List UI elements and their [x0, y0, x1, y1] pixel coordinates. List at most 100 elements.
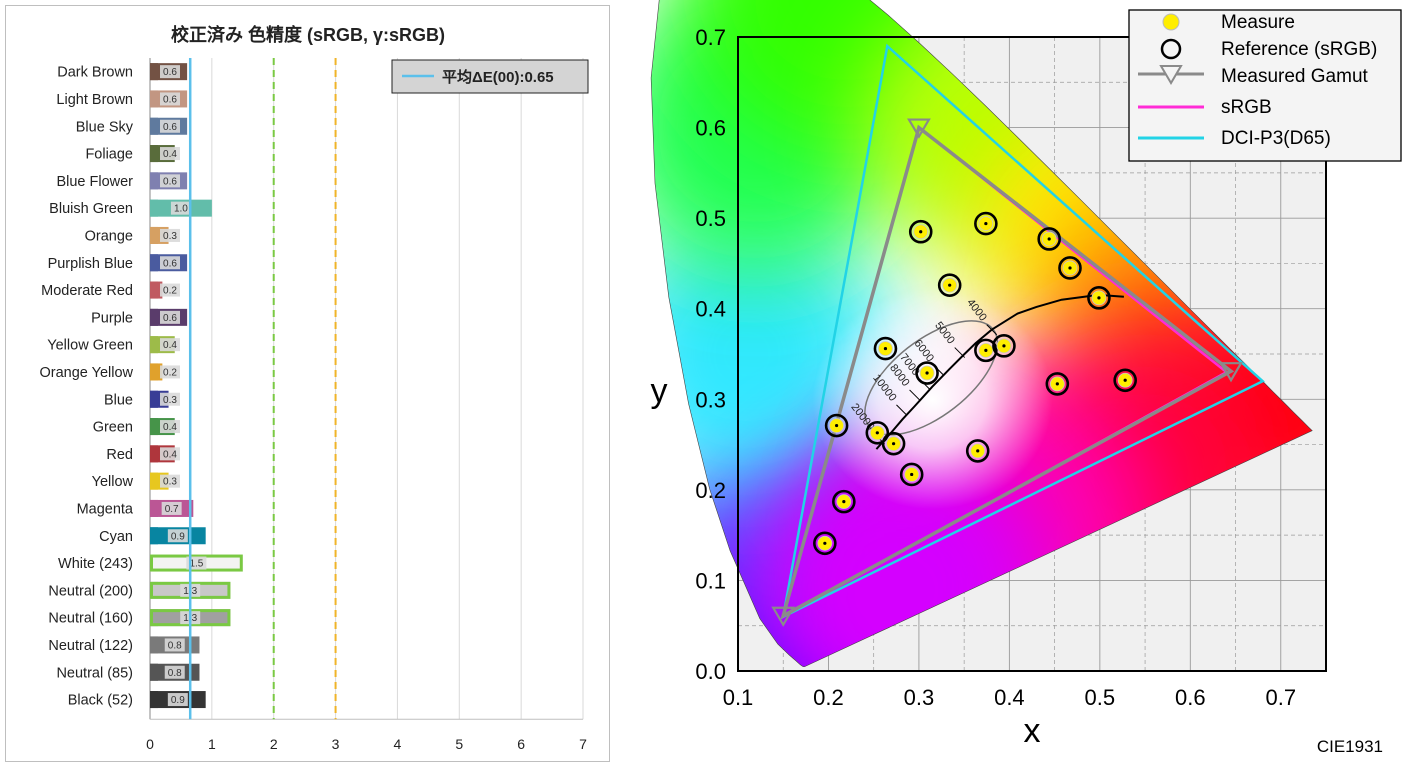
point-center [883, 346, 888, 351]
point-center [925, 371, 929, 375]
bars: 0.6 0.6 0.6 0.4 0.6 1.0 0.3 0.6 0.2 0.6 0.4 0.2 0.3 0… [150, 63, 243, 709]
x-tick-label: 5 [455, 736, 463, 752]
bar-value-label: 0.4 [163, 149, 177, 160]
bar-value-label: 0.7 [165, 504, 179, 515]
category-label: Orange [85, 228, 133, 244]
legend-label: DCI-P3(D65) [1221, 128, 1331, 149]
point-center [1123, 378, 1127, 382]
bar-measured-swatch [150, 609, 158, 627]
y-tick-label: 0.4 [695, 297, 726, 322]
category-label: Black (52) [68, 693, 133, 709]
gamut-vertex-marker [771, 606, 796, 627]
legend-label: sRGB [1221, 97, 1272, 118]
bar-measured-swatch [150, 199, 158, 217]
bar-value-box [160, 228, 180, 242]
bar-measured-swatch [150, 527, 158, 545]
bar-measured-swatch [150, 472, 158, 490]
x-tick-label: 4 [394, 736, 402, 752]
bar-measured-swatch [150, 90, 158, 108]
y-tick-label: 0.6 [695, 116, 726, 141]
bar-value-box [160, 65, 180, 79]
planckian-curve [875, 293, 1124, 450]
point-center [842, 500, 846, 504]
bar-value-label: 0.6 [163, 176, 177, 187]
bar-measured-swatch [150, 499, 158, 517]
bar-value-box [160, 310, 180, 324]
bar-value-box [164, 638, 185, 652]
x-tick-label: 0.7 [1265, 685, 1296, 710]
bar-measured-swatch [150, 172, 158, 190]
bar-value-box [160, 119, 180, 133]
bar: 1.0 [150, 199, 212, 217]
bar-value-box [161, 501, 182, 515]
bar-value-box [160, 392, 180, 406]
category-label: Foliage [85, 147, 133, 163]
reference-point [873, 336, 898, 361]
bar-value-label: 0.6 [163, 258, 177, 269]
reference-point [824, 413, 849, 438]
measured-gamut [780, 124, 1235, 620]
reference-point [899, 462, 924, 487]
y-axis-label: y [651, 372, 668, 410]
bar-measured-swatch [150, 281, 158, 299]
bar-value-label: 0.2 [163, 286, 177, 297]
chart-title: 校正済み 色精度 (sRGB, γ:sRGB) [171, 24, 445, 45]
category-labels: Dark Brown Light Brown Blue Sky Foliage Blue… [39, 65, 133, 709]
category-label: Yellow Green [47, 338, 133, 354]
point-center [1047, 237, 1051, 241]
cct-tick [909, 389, 920, 401]
bar: 0.2 [150, 281, 180, 299]
reference-point [965, 439, 990, 463]
cct-tick [896, 404, 907, 416]
point-center [1055, 382, 1059, 386]
reference-point [908, 219, 933, 244]
bar-measured-swatch [150, 663, 158, 681]
bar-value-label: 0.8 [168, 668, 182, 679]
bar-measured-swatch [150, 63, 158, 81]
bar-measured-swatch [150, 418, 158, 436]
color-accuracy-chart: 校正済み 色精度 (sRGB, γ:sRGB) 0.6 0.6 0.6 0.4 0.6 1… [5, 5, 610, 762]
bar-value-label: 0.8 [168, 640, 182, 651]
x-tick-label: 0.5 [1085, 685, 1116, 710]
x-tick-label: 6 [517, 736, 525, 752]
point-center [1002, 344, 1006, 348]
x-tick-labels: 0 1 2 3 4 5 6 7 [146, 736, 587, 752]
reference-point [865, 420, 890, 445]
plot-frame [737, 36, 1327, 672]
reference-point [974, 211, 998, 236]
category-label: Yellow [92, 474, 134, 490]
bar-value-box [160, 147, 180, 161]
category-label: Blue Flower [56, 174, 133, 190]
x-tick-label: 0 [146, 736, 154, 752]
x-tick-label: 0.3 [904, 685, 935, 710]
bar-measured-swatch [150, 691, 158, 709]
category-label: White (243) [58, 556, 133, 572]
category-label: Magenta [77, 501, 134, 517]
bar: 0.3 [150, 226, 180, 244]
y-tick-label: 0.7 [695, 25, 726, 50]
bar: 0.9 [150, 691, 206, 709]
point-center [891, 442, 896, 446]
bar: 0.4 [150, 336, 180, 354]
bar-measured-swatch [150, 117, 158, 135]
bar-value-label: 1.5 [189, 559, 203, 570]
legend-label: Measured Gamut [1221, 66, 1369, 87]
category-label: Neutral (200) [48, 583, 133, 599]
color-accuracy-bar-chart: 校正済み 色精度 (sRGB, γ:sRGB) 0.6 0.6 0.6 0.4 0.6 1… [39, 24, 589, 752]
legend-measure-marker [1162, 13, 1180, 31]
bar: 0.6 [150, 254, 188, 272]
legend-label: Measure [1221, 12, 1295, 33]
bar: 0.4 [150, 145, 180, 163]
bar-measured-swatch [150, 145, 158, 163]
bar-value-box [160, 474, 180, 488]
bar-value-box [167, 693, 188, 707]
bar-measured-swatch [150, 308, 158, 326]
category-label: Neutral (160) [48, 611, 133, 627]
point-center [835, 423, 839, 428]
reference-point [881, 431, 906, 456]
bar: 0.6 [150, 172, 188, 190]
y-tick-label: 0.1 [695, 568, 726, 593]
bar-value-box [167, 529, 188, 543]
point-center [948, 283, 952, 287]
